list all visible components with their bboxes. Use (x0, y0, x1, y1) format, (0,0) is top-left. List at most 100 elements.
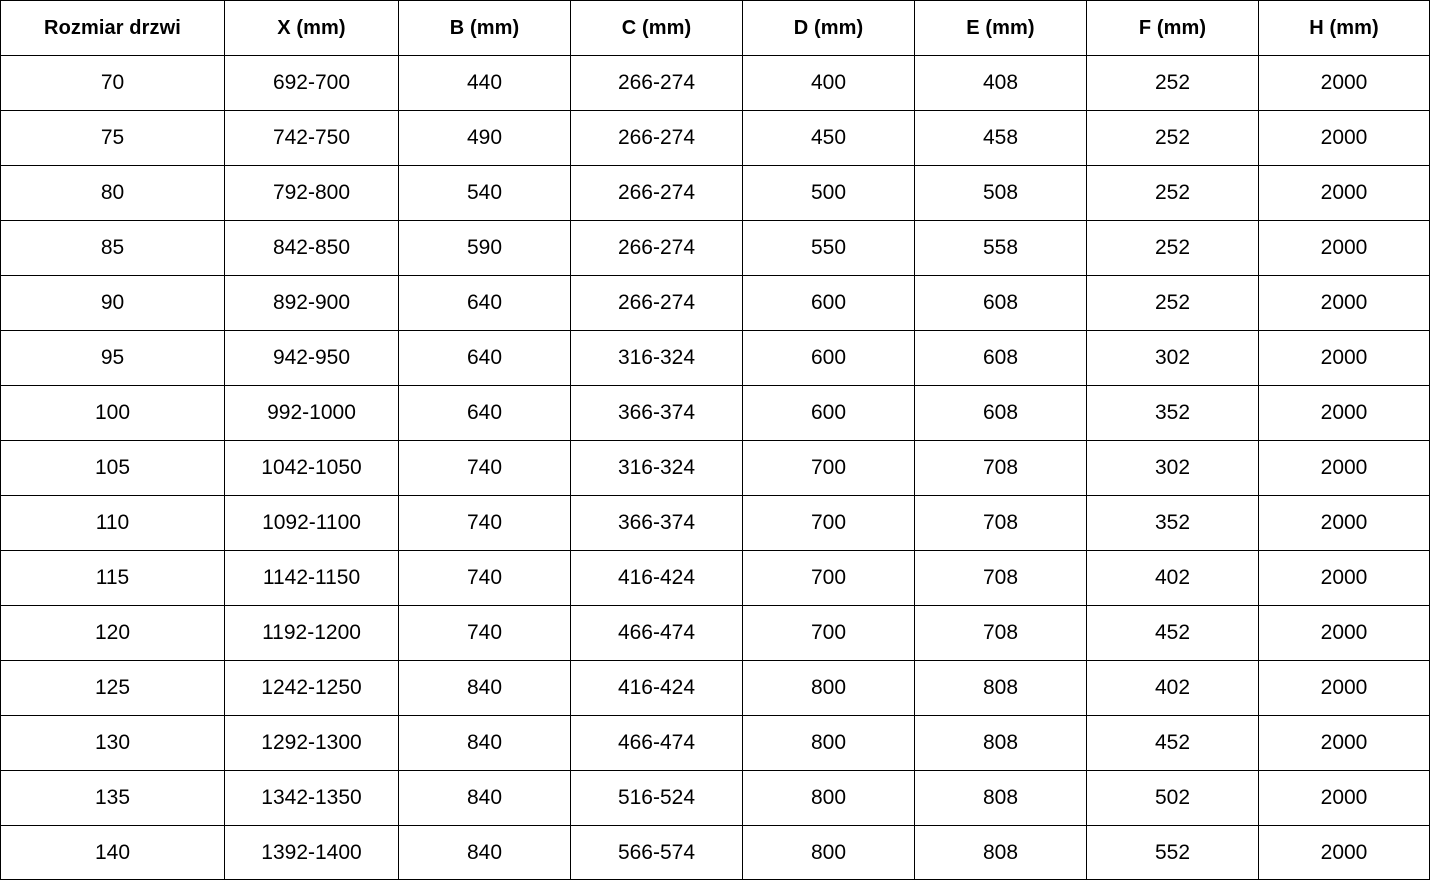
cell-value: 508 (914, 165, 1087, 221)
cell-value: 842-850 (224, 220, 399, 276)
cell-value: 740 (398, 605, 571, 661)
cell-value: 792-800 (224, 165, 399, 221)
cell-value: 700 (742, 440, 915, 496)
column-header-3: C (mm) (570, 0, 743, 56)
cell-value: 316-324 (570, 330, 743, 386)
cell-value: 352 (1086, 385, 1259, 441)
column-header-0: Rozmiar drzwi (0, 0, 225, 56)
cell-value: 608 (914, 330, 1087, 386)
cell-value: 2000 (1258, 825, 1430, 880)
cell-value: 2000 (1258, 715, 1430, 771)
cell-value: 2000 (1258, 550, 1430, 606)
cell-value: 1142-1150 (224, 550, 399, 606)
cell-value: 740 (398, 495, 571, 551)
cell-value: 800 (742, 660, 915, 716)
cell-value: 500 (742, 165, 915, 221)
cell-value: 266-274 (570, 55, 743, 111)
table-row: 140 1392-1400 840 566-574 800 808 552 2000 (0, 825, 1430, 880)
cell-door-size: 120 (0, 605, 225, 661)
table-header: Rozmiar drzwi X (mm) B (mm) C (mm) D (mm) E (… (0, 0, 1430, 56)
table-row: 70 692-700 440 266-274 400 408 252 2000 (0, 55, 1430, 111)
cell-door-size: 70 (0, 55, 225, 111)
table-row: 85 842-850 590 266-274 550 558 252 2000 (0, 220, 1430, 276)
table-row: 110 1092-1100 740 366-374 700 708 352 2000 (0, 495, 1430, 551)
cell-value: 640 (398, 330, 571, 386)
cell-value: 708 (914, 550, 1087, 606)
column-header-2: B (mm) (398, 0, 571, 56)
cell-value: 2000 (1258, 220, 1430, 276)
cell-value: 800 (742, 770, 915, 826)
cell-door-size: 110 (0, 495, 225, 551)
table-row: 130 1292-1300 840 466-474 800 808 452 2000 (0, 715, 1430, 771)
cell-value: 840 (398, 770, 571, 826)
cell-value: 700 (742, 605, 915, 661)
cell-value: 2000 (1258, 330, 1430, 386)
cell-value: 590 (398, 220, 571, 276)
cell-door-size: 135 (0, 770, 225, 826)
cell-value: 466-474 (570, 605, 743, 661)
column-header-5: E (mm) (914, 0, 1087, 56)
cell-value: 1292-1300 (224, 715, 399, 771)
cell-value: 516-524 (570, 770, 743, 826)
cell-value: 2000 (1258, 165, 1430, 221)
cell-value: 366-374 (570, 385, 743, 441)
cell-value: 808 (914, 825, 1087, 880)
column-header-7: H (mm) (1258, 0, 1430, 56)
table-row: 80 792-800 540 266-274 500 508 252 2000 (0, 165, 1430, 221)
cell-value: 440 (398, 55, 571, 111)
cell-value: 1092-1100 (224, 495, 399, 551)
cell-value: 408 (914, 55, 1087, 111)
cell-value: 600 (742, 330, 915, 386)
cell-value: 742-750 (224, 110, 399, 166)
cell-value: 252 (1086, 220, 1259, 276)
cell-value: 266-274 (570, 275, 743, 331)
cell-value: 550 (742, 220, 915, 276)
cell-value: 452 (1086, 715, 1259, 771)
cell-value: 490 (398, 110, 571, 166)
cell-value: 266-274 (570, 110, 743, 166)
cell-value: 266-274 (570, 165, 743, 221)
cell-value: 640 (398, 385, 571, 441)
cell-value: 640 (398, 275, 571, 331)
cell-value: 402 (1086, 550, 1259, 606)
cell-value: 2000 (1258, 275, 1430, 331)
cell-value: 540 (398, 165, 571, 221)
cell-value: 2000 (1258, 495, 1430, 551)
table-row: 125 1242-1250 840 416-424 800 808 402 2000 (0, 660, 1430, 716)
cell-value: 1242-1250 (224, 660, 399, 716)
cell-value: 608 (914, 385, 1087, 441)
cell-value: 450 (742, 110, 915, 166)
cell-value: 552 (1086, 825, 1259, 880)
table-header-row: Rozmiar drzwi X (mm) B (mm) C (mm) D (mm) E (… (0, 0, 1430, 56)
column-header-4: D (mm) (742, 0, 915, 56)
cell-door-size: 100 (0, 385, 225, 441)
cell-value: 352 (1086, 495, 1259, 551)
column-header-1: X (mm) (224, 0, 399, 56)
cell-value: 800 (742, 715, 915, 771)
cell-value: 892-900 (224, 275, 399, 331)
cell-value: 808 (914, 770, 1087, 826)
cell-door-size: 95 (0, 330, 225, 386)
table-body: 70 692-700 440 266-274 400 408 252 2000 75 742-75… (0, 55, 1430, 880)
cell-value: 416-424 (570, 550, 743, 606)
cell-value: 400 (742, 55, 915, 111)
cell-value: 600 (742, 275, 915, 331)
cell-value: 708 (914, 495, 1087, 551)
cell-value: 740 (398, 550, 571, 606)
cell-value: 740 (398, 440, 571, 496)
cell-value: 1342-1350 (224, 770, 399, 826)
table-row: 135 1342-1350 840 516-524 800 808 502 2000 (0, 770, 1430, 826)
table-row: 75 742-750 490 266-274 450 458 252 2000 (0, 110, 1430, 166)
cell-value: 2000 (1258, 660, 1430, 716)
cell-value: 2000 (1258, 770, 1430, 826)
column-header-6: F (mm) (1086, 0, 1259, 56)
table-row: 95 942-950 640 316-324 600 608 302 2000 (0, 330, 1430, 386)
cell-value: 566-574 (570, 825, 743, 880)
cell-value: 840 (398, 660, 571, 716)
cell-value: 558 (914, 220, 1087, 276)
cell-value: 452 (1086, 605, 1259, 661)
cell-value: 2000 (1258, 440, 1430, 496)
cell-value: 2000 (1258, 55, 1430, 111)
